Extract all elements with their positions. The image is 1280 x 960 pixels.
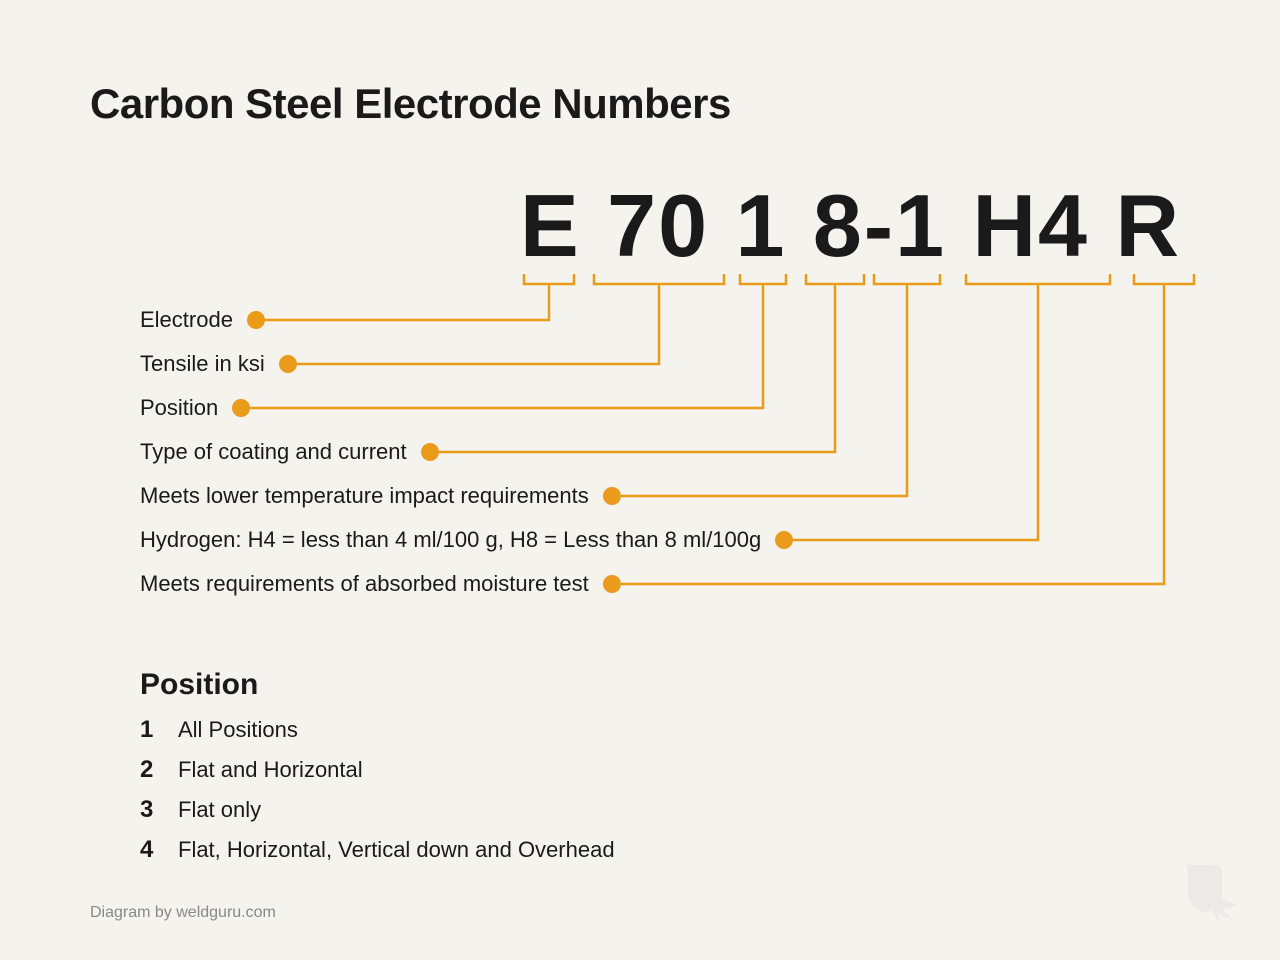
- label-text: Electrode: [140, 307, 233, 333]
- position-description: Flat only: [178, 797, 261, 823]
- connector-dot: [603, 487, 621, 505]
- position-description: All Positions: [178, 717, 298, 743]
- position-number: 4: [140, 836, 178, 864]
- label-row: Type of coating and current: [140, 440, 439, 464]
- label-text: Meets lower temperature impact requireme…: [140, 483, 589, 509]
- position-row: 1All Positions: [140, 716, 298, 744]
- label-row: Meets requirements of absorbed moisture …: [140, 572, 621, 596]
- position-description: Flat, Horizontal, Vertical down and Over…: [178, 837, 615, 863]
- position-row: 4Flat, Horizontal, Vertical down and Ove…: [140, 836, 615, 864]
- diagram-credit: Diagram by weldguru.com: [90, 904, 276, 922]
- position-number: 2: [140, 756, 178, 784]
- position-description: Flat and Horizontal: [178, 757, 363, 783]
- connector-dot: [421, 443, 439, 461]
- label-text: Hydrogen: H4 = less than 4 ml/100 g, H8 …: [140, 527, 761, 553]
- connector-dot: [279, 355, 297, 373]
- position-row: 3Flat only: [140, 796, 261, 824]
- connector-dot: [247, 311, 265, 329]
- connector-dot: [603, 575, 621, 593]
- connector-dot: [775, 531, 793, 549]
- watermark-icon: [1170, 855, 1240, 930]
- label-row: Hydrogen: H4 = less than 4 ml/100 g, H8 …: [140, 528, 793, 552]
- position-section-title: Position: [140, 668, 258, 702]
- label-row: Position: [140, 396, 250, 420]
- position-number: 1: [140, 716, 178, 744]
- diagram-title: Carbon Steel Electrode Numbers: [90, 80, 731, 128]
- position-row: 2Flat and Horizontal: [140, 756, 363, 784]
- label-row: Tensile in ksi: [140, 352, 297, 376]
- connector-dot: [232, 399, 250, 417]
- label-text: Meets requirements of absorbed moisture …: [140, 571, 589, 597]
- electrode-code: E 70 1 8-1 H4 R: [520, 175, 1181, 277]
- label-text: Tensile in ksi: [140, 351, 265, 377]
- label-row: Meets lower temperature impact requireme…: [140, 484, 621, 508]
- label-row: Electrode: [140, 308, 265, 332]
- label-text: Type of coating and current: [140, 439, 407, 465]
- label-text: Position: [140, 395, 218, 421]
- position-number: 3: [140, 796, 178, 824]
